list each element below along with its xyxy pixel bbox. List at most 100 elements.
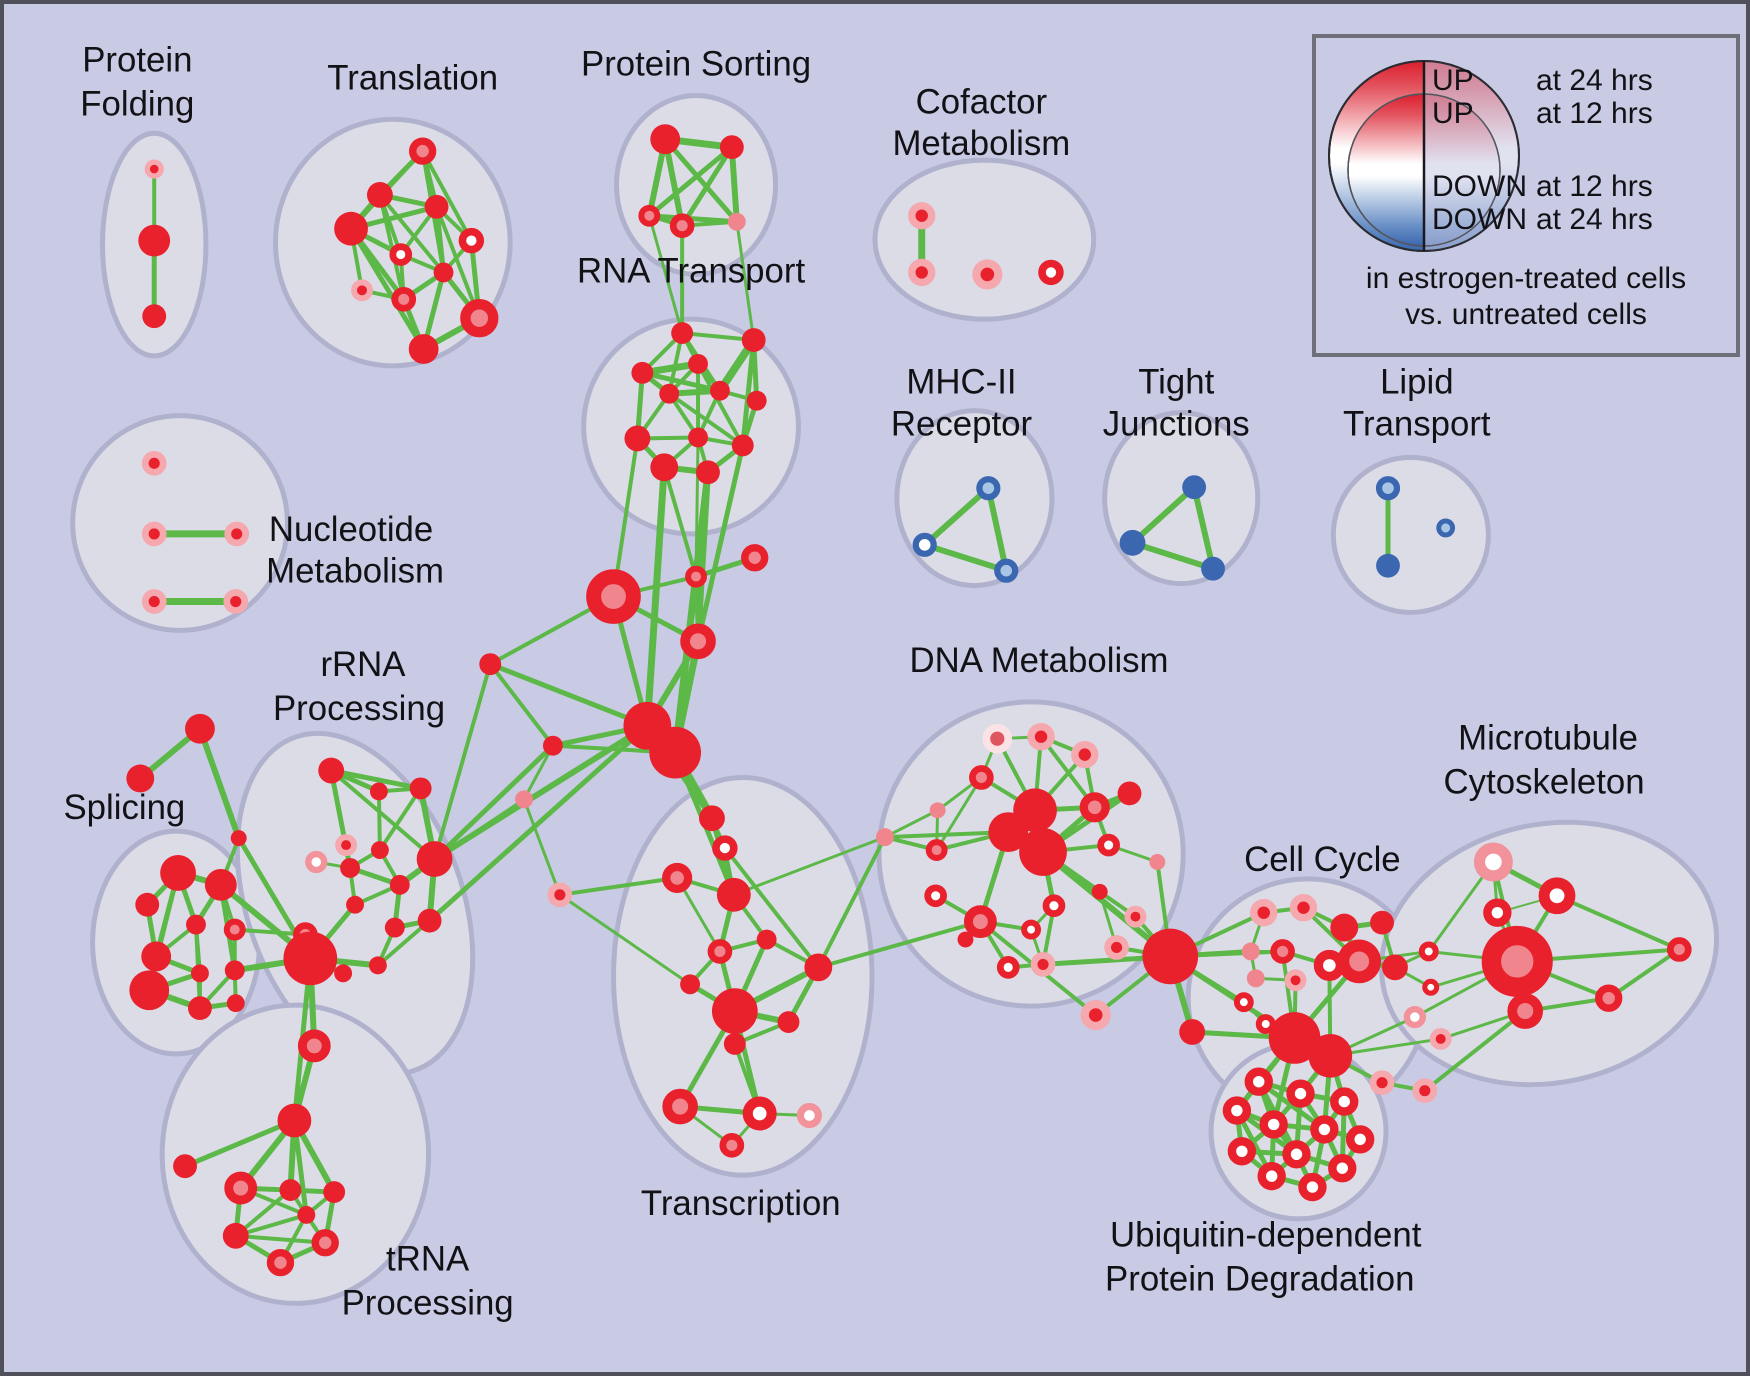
edge-ps2-ps5 — [728, 144, 740, 225]
node-dn7 — [1117, 781, 1142, 806]
node-dn22 — [1030, 952, 1056, 977]
node-cc9 — [1382, 954, 1408, 981]
node-mh2 — [912, 532, 937, 557]
edge-rt9-h2 — [694, 435, 700, 579]
edge-mh1-mh2 — [921, 485, 992, 548]
node-dn18 — [1091, 883, 1108, 900]
node-dnH — [1142, 928, 1199, 985]
cluster-label-microtubule-cytoskeleton-line2: Cytoskeleton — [1444, 763, 1645, 801]
node-x1 — [479, 653, 502, 676]
edge-rr12-ha — [427, 723, 650, 924]
node-cc6 — [1270, 939, 1295, 964]
node-rt3 — [631, 361, 654, 384]
legend-faded-half — [1424, 61, 1519, 251]
node-mt1 — [1473, 842, 1513, 882]
node-rr6 — [340, 858, 361, 878]
node-mt8 — [1429, 1028, 1452, 1050]
node-rr2 — [369, 782, 388, 801]
node-nm3 — [224, 521, 250, 547]
node-cc7 — [1313, 949, 1345, 981]
edge-tr2-tr7 — [377, 192, 446, 275]
node-rt7 — [746, 390, 767, 411]
cluster-label-nucleotide-metabolism-line2: Metabolism — [266, 553, 444, 591]
edge-mh1-mh3 — [985, 485, 1010, 574]
cluster-label-rrna-processing-line1: rRNA — [320, 646, 406, 684]
cluster-label-cofactor-metabolism-line2: Metabolism — [892, 125, 1070, 163]
node-ps1 — [650, 124, 681, 155]
node-tx13 — [662, 1088, 698, 1125]
node-cc3 — [1330, 913, 1359, 942]
node-nm5 — [223, 589, 249, 614]
node-pf2 — [138, 224, 171, 257]
node-h3 — [741, 544, 769, 572]
edge-tx2-tx9 — [722, 846, 821, 970]
node-lt3 — [1376, 553, 1400, 578]
cluster-label-cofactor-metabolism-line1: Cofactor — [916, 83, 1047, 121]
cluster-ellipse-nucleotide-metabolism — [70, 413, 290, 633]
edge-tr3-tr10 — [434, 204, 482, 321]
node-mtB — [1412, 1078, 1438, 1103]
edge-rr1-rr3 — [328, 768, 424, 791]
node-ub7 — [1345, 1125, 1375, 1154]
node-dn17 — [1042, 894, 1066, 918]
legend-direction-label: UP — [1432, 64, 1474, 97]
node-sp8 — [224, 960, 245, 981]
node-nm4 — [141, 589, 167, 614]
node-tx7 — [707, 939, 733, 964]
edge-ps1-ps5 — [662, 136, 740, 225]
edge-rt2-rt10 — [740, 337, 757, 448]
node-dn21 — [996, 956, 1020, 979]
node-tn4 — [279, 1179, 302, 1201]
edge-mh2-mh3 — [921, 541, 1010, 574]
node-ub5 — [1259, 1110, 1288, 1139]
node-ub3 — [1330, 1087, 1359, 1116]
cluster-label-protein-folding-line1: Protein — [82, 42, 192, 80]
node-tn6 — [222, 1222, 249, 1249]
node-mt11 — [1666, 937, 1692, 962]
node-mh1 — [976, 476, 1001, 501]
node-tx4 — [716, 877, 751, 912]
node-s1 — [542, 735, 563, 756]
legend-time-label: at 24 hrs — [1536, 64, 1653, 97]
node-ps4 — [669, 213, 695, 239]
node-cc2 — [1289, 894, 1318, 922]
node-dn16 — [963, 905, 997, 939]
node-cf2 — [908, 258, 936, 287]
legend-caption-line1: in estrogen-treated cells — [1365, 262, 1687, 295]
node-sp5 — [223, 918, 246, 941]
edge-dn8-dn11 — [882, 830, 1011, 840]
node-cc5 — [1241, 942, 1260, 961]
cluster-label-transcription-line1: Transcription — [641, 1185, 841, 1223]
node-trg3 — [230, 830, 247, 847]
node-mt7 — [1403, 1005, 1426, 1029]
node-sp1 — [160, 855, 196, 891]
node-cc16 — [1179, 1019, 1206, 1045]
cluster-label-dna-metabolism-line1: DNA Metabolism — [910, 642, 1169, 680]
legend-time-label: at 24 hrs — [1536, 203, 1653, 236]
node-dn1 — [982, 723, 1013, 754]
node-tr5 — [458, 227, 485, 254]
node-ub6 — [1310, 1115, 1339, 1144]
cluster-label-trna-processing-line1: tRNA — [386, 1241, 470, 1279]
node-tj2 — [1119, 529, 1146, 556]
edge-mtB-mt9 — [1422, 1009, 1528, 1093]
node-sp11 — [226, 994, 245, 1013]
node-mt4 — [1481, 925, 1553, 997]
edge-dn4-dn9 — [935, 775, 983, 852]
edge-rr8-ha — [431, 722, 651, 862]
node-ub10 — [1328, 1154, 1357, 1183]
cluster-label-protein-sorting-line1: Protein Sorting — [581, 46, 811, 84]
edge-mt2-mt11 — [1555, 893, 1682, 952]
cluster-label-cell-cycle-line1: Cell Cycle — [1244, 841, 1401, 879]
node-dn8 — [875, 828, 894, 847]
node-sp9 — [129, 970, 170, 1011]
node-tr2 — [366, 181, 393, 208]
node-dn24 — [1104, 935, 1129, 960]
node-tr9 — [391, 286, 417, 312]
edge-p1-tx5 — [522, 797, 562, 897]
edge-rt10-h4 — [695, 442, 746, 644]
legend-caption-line2: vs. untreated cells — [1405, 298, 1647, 331]
node-ub8 — [1227, 1137, 1257, 1166]
node-rr10 — [346, 895, 364, 914]
node-cc11 — [1284, 969, 1307, 992]
